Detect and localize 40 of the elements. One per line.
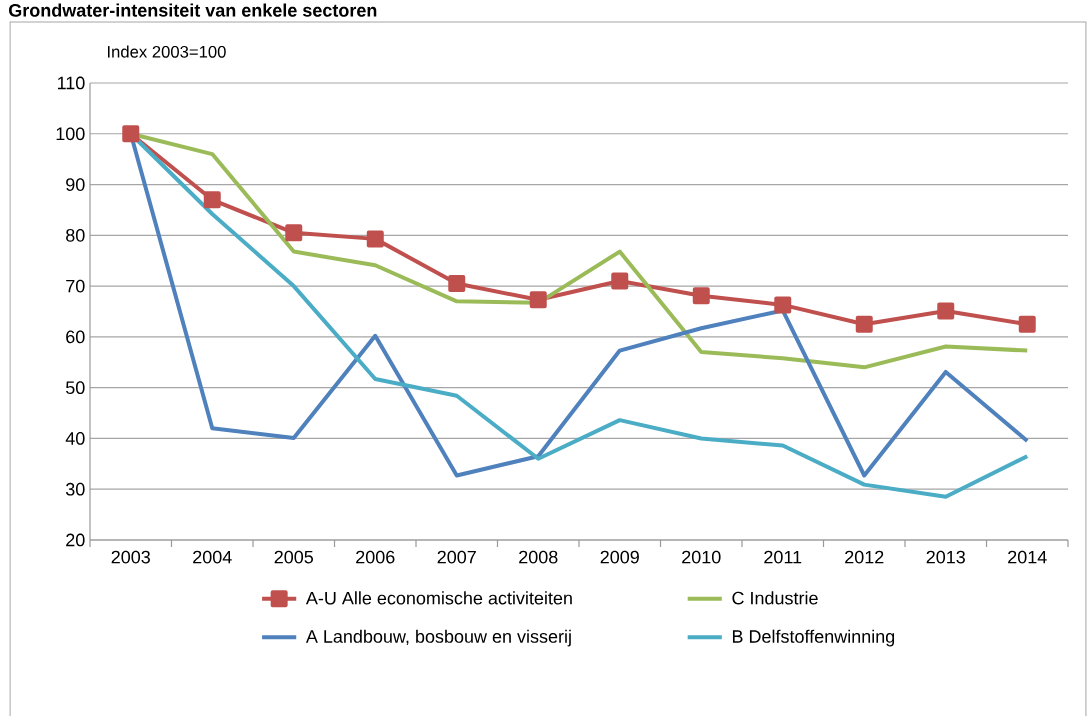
point: [692, 287, 710, 305]
legend-label: C Industrie: [732, 591, 818, 605]
point: [1018, 315, 1036, 333]
legend-label: A-U Alle economische activiteiten: [305, 591, 572, 605]
point: [203, 191, 221, 209]
y-tick-label: 90: [66, 178, 85, 191]
y-tick-label: 20: [66, 533, 85, 547]
x-tick-label: 2005: [274, 550, 314, 564]
point: [529, 291, 547, 309]
legend-label: A Landbouw, bosbouw en visserij: [305, 629, 571, 647]
point: [122, 125, 140, 143]
x-tick-label: 2009: [600, 550, 639, 564]
point: [448, 275, 466, 293]
x-tick-label: 2014: [1008, 550, 1047, 564]
point: [774, 296, 792, 314]
x-tick-label: 2012: [845, 550, 884, 564]
point: [937, 302, 955, 320]
legend-label: B Delfstoffenwinning: [732, 629, 895, 647]
x-tick-label: 2008: [519, 550, 558, 564]
y-tick-label: 100: [56, 127, 85, 141]
y-tick-label: 30: [65, 482, 85, 496]
y-tick-label: 70: [66, 279, 85, 293]
point: [855, 315, 873, 333]
x-tick-label: 2013: [926, 550, 965, 564]
point: [285, 224, 303, 242]
x-tick-label: 2004: [193, 550, 232, 564]
x-tick-label: 2006: [356, 550, 395, 564]
x-tick-label: 2007: [437, 550, 476, 564]
x-tick-label: 2011: [764, 550, 802, 564]
chart-title: Grondwater-intensiteit van enkele sectoren: [9, 3, 377, 17]
point: [366, 230, 384, 248]
y-axis-title: Index 2003=100: [107, 45, 226, 58]
y-tick-label: 60: [66, 330, 85, 344]
x-tick-label: 2010: [682, 550, 721, 564]
y-tick-label: 50: [65, 381, 85, 395]
y-tick-label: 40: [65, 432, 85, 445]
y-tick-label: 110: [57, 76, 85, 90]
x-tick-label: 2003: [111, 550, 150, 564]
y-tick-label: 80: [66, 228, 85, 242]
point: [611, 272, 629, 290]
